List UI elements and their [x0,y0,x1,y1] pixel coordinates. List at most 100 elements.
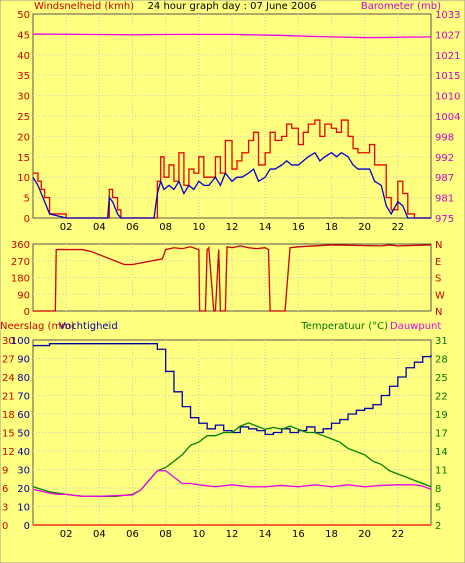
barometer-tick-label: 975 [435,214,454,225]
wind-tick-label: 40 [17,51,30,62]
barometer-line [32,33,432,39]
direction-tick-label: 90 [17,290,30,301]
rain-tick-label: 0 [2,521,8,532]
climate-x-tick-label: 18 [325,529,338,540]
rain-tick-label: 18 [2,410,15,421]
rain-tick-label: 27 [2,355,15,366]
dewpoint-line [32,470,432,497]
rain-tick-label: 6 [2,484,8,495]
climate-x-tick-label: 08 [159,529,172,540]
wind-x-tick-label: 12 [226,222,239,233]
wind-average-line [32,151,431,219]
climate-x-tick-label: 22 [391,529,404,540]
wind-tick-label: 0 [24,214,30,225]
compass-tick-label: W [435,290,445,301]
humidity-tick-label: 30 [17,466,30,477]
temperature-tick-label: 19 [435,410,448,421]
humidity-tick-label: 60 [17,410,30,421]
wind-x-tick-label: 10 [192,222,205,233]
barometer-tick-label: 998 [435,132,454,143]
humidity-tick-label: 90 [17,355,30,366]
barometer-tick-label: 1033 [435,10,460,21]
temperature-tick-label: 25 [435,373,448,384]
barometer-tick-label: 981 [435,194,454,205]
temperature-tick-label: 31 [435,336,448,347]
wind-x-tick-label: 22 [391,222,404,233]
barometer-tick-label: 1021 [435,51,460,62]
barometer-axis-label: Barometer (mb) [361,1,441,12]
wind-x-tick-label: 16 [292,222,305,233]
humidity-tick-label: 80 [17,373,30,384]
rain-tick-label: 15 [2,429,15,440]
wind-tick-label: 30 [17,92,30,103]
compass-tick-label: E [435,257,441,268]
humidity-line [33,343,432,435]
climate-x-tick-label: 12 [226,529,239,540]
rain-tick-label: 24 [2,373,15,384]
wind-tick-label: 20 [17,132,30,143]
wind-x-tick-label: 14 [259,222,272,233]
chart-title: 24 hour graph day : 07 June 2006 [148,1,317,12]
temperature-tick-label: 8 [435,484,441,495]
rain-tick-label: 9 [2,466,8,477]
temperature-tick-label: 11 [435,466,448,477]
temperature-tick-label: 28 [435,355,448,366]
humidity-tick-label: 70 [17,392,30,403]
wind-tick-label: 5 [24,194,30,205]
wind-x-tick-label: 06 [126,222,139,233]
climate-x-tick-label: 06 [126,529,139,540]
humidity-tick-label: 40 [17,447,30,458]
barometer-tick-label: 1010 [435,92,460,103]
barometer-tick-label: 1004 [435,112,460,123]
temperature-tick-label: 5 [435,503,441,514]
rain-tick-label: 3 [2,503,8,514]
barometer-tick-label: 1015 [435,71,460,82]
dewpoint-axis-label: Dauwpunt [390,321,441,332]
climate-x-tick-label: 20 [358,529,371,540]
wind-x-tick-label: 08 [159,222,172,233]
humidity-tick-label: 50 [17,429,30,440]
climate-x-tick-label: 10 [192,529,205,540]
wind-direction-line [33,244,432,312]
wind-axis-label: Windsnelheid (kmh) [34,1,134,12]
compass-tick-label: N [435,307,442,318]
humidity-tick-label: 10 [17,503,30,514]
direction-tick-label: 180 [11,274,30,285]
humidity-tick-label: 20 [17,484,30,495]
temperature-tick-label: 14 [435,447,448,458]
temperature-tick-label: 22 [435,392,448,403]
barometer-tick-label: 992 [435,153,454,164]
wind-tick-label: 10 [17,173,30,184]
temperature-tick-label: 2 [435,521,441,532]
barometer-tick-label: 1027 [435,30,460,41]
temperature-axis-label: Temperatuur (°C) [300,321,388,332]
climate-x-tick-label: 04 [93,529,106,540]
compass-tick-label: S [435,274,441,285]
humidity-axis-label: Vochtigheid [59,321,118,332]
humidity-tick-label: 0 [24,521,30,532]
rain-tick-label: 21 [2,392,15,403]
rain-tick-label: 30 [2,336,15,347]
rain-tick-label: 12 [2,447,15,458]
rain-axis-label: Neerslag (mm) [0,321,75,332]
climate-x-tick-label: 14 [259,529,272,540]
wind-x-tick-label: 20 [358,222,371,233]
humidity-tick-label: 100 [11,336,30,347]
compass-tick-label: N [435,240,442,251]
wind-tick-label: 25 [17,112,30,123]
climate-x-tick-label: 02 [60,529,73,540]
wind-tick-label: 45 [17,30,30,41]
climate-x-tick-label: 16 [292,529,305,540]
wind-tick-label: 35 [17,71,30,82]
wind-tick-label: 15 [17,153,30,164]
direction-tick-label: 360 [11,240,30,251]
temperature-tick-label: 17 [435,429,448,440]
wind-tick-label: 50 [17,10,30,21]
wind-x-tick-label: 02 [60,222,73,233]
direction-tick-label: 0 [24,307,30,318]
direction-tick-label: 270 [11,257,30,268]
barometer-tick-label: 987 [435,173,454,184]
wind-x-tick-label: 04 [93,222,106,233]
wind-x-tick-label: 18 [325,222,338,233]
